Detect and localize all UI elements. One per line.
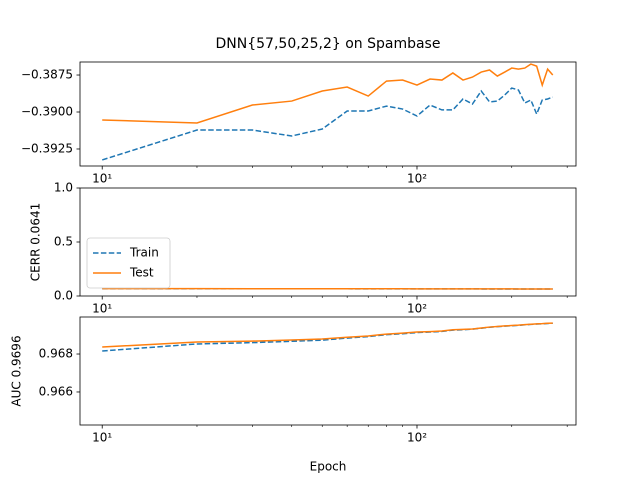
- axes-frame: [79, 61, 577, 167]
- y-axis-label: CERR 0.0641: [29, 203, 43, 281]
- subplot: 10¹ 10² 0.966 0.968 AUC 0.9696 Epoch: [10, 316, 577, 474]
- data-line: [102, 322, 553, 348]
- y-tick-label: 1.0: [54, 181, 73, 195]
- data-line: [102, 63, 554, 124]
- y-axis-label: AUC 0.9696: [10, 335, 24, 406]
- x-tick-label: 10¹: [92, 431, 112, 445]
- x-tick-label: 10²: [407, 172, 427, 186]
- y-tick-label: 0.5: [54, 235, 73, 249]
- y-tick-label: −0.3925: [21, 141, 73, 155]
- y-tick-label: 0.966: [39, 384, 73, 398]
- x-tick-label: 10²: [407, 302, 427, 316]
- y-tick-label: −0.3875: [21, 68, 73, 82]
- y-tick-label: −0.3900: [21, 105, 73, 119]
- x-tick-label: 10²: [407, 431, 427, 445]
- legend-label: Train: [129, 246, 159, 260]
- subplot: 10¹ 10² −0.3875 −0.3900 −0.3925 DNN{57,50,25,…: [21, 36, 577, 186]
- y-tick-label: 0.0: [54, 289, 73, 303]
- x-tick-label: 10¹: [92, 172, 112, 186]
- subplot: 10¹ 10² 0.0 0.5 1.0 CERR 0.0641 Train Test: [29, 181, 577, 316]
- x-axis-label: Epoch: [310, 460, 347, 474]
- legend-label: Test: [129, 266, 154, 280]
- chart-title: DNN{57,50,25,2} on Spambase: [216, 36, 441, 52]
- legend-box: [86, 237, 171, 289]
- axes-frame: [79, 316, 577, 426]
- x-tick-label: 10¹: [92, 302, 112, 316]
- data-line: [101, 87, 554, 161]
- y-tick-label: 0.968: [39, 347, 73, 361]
